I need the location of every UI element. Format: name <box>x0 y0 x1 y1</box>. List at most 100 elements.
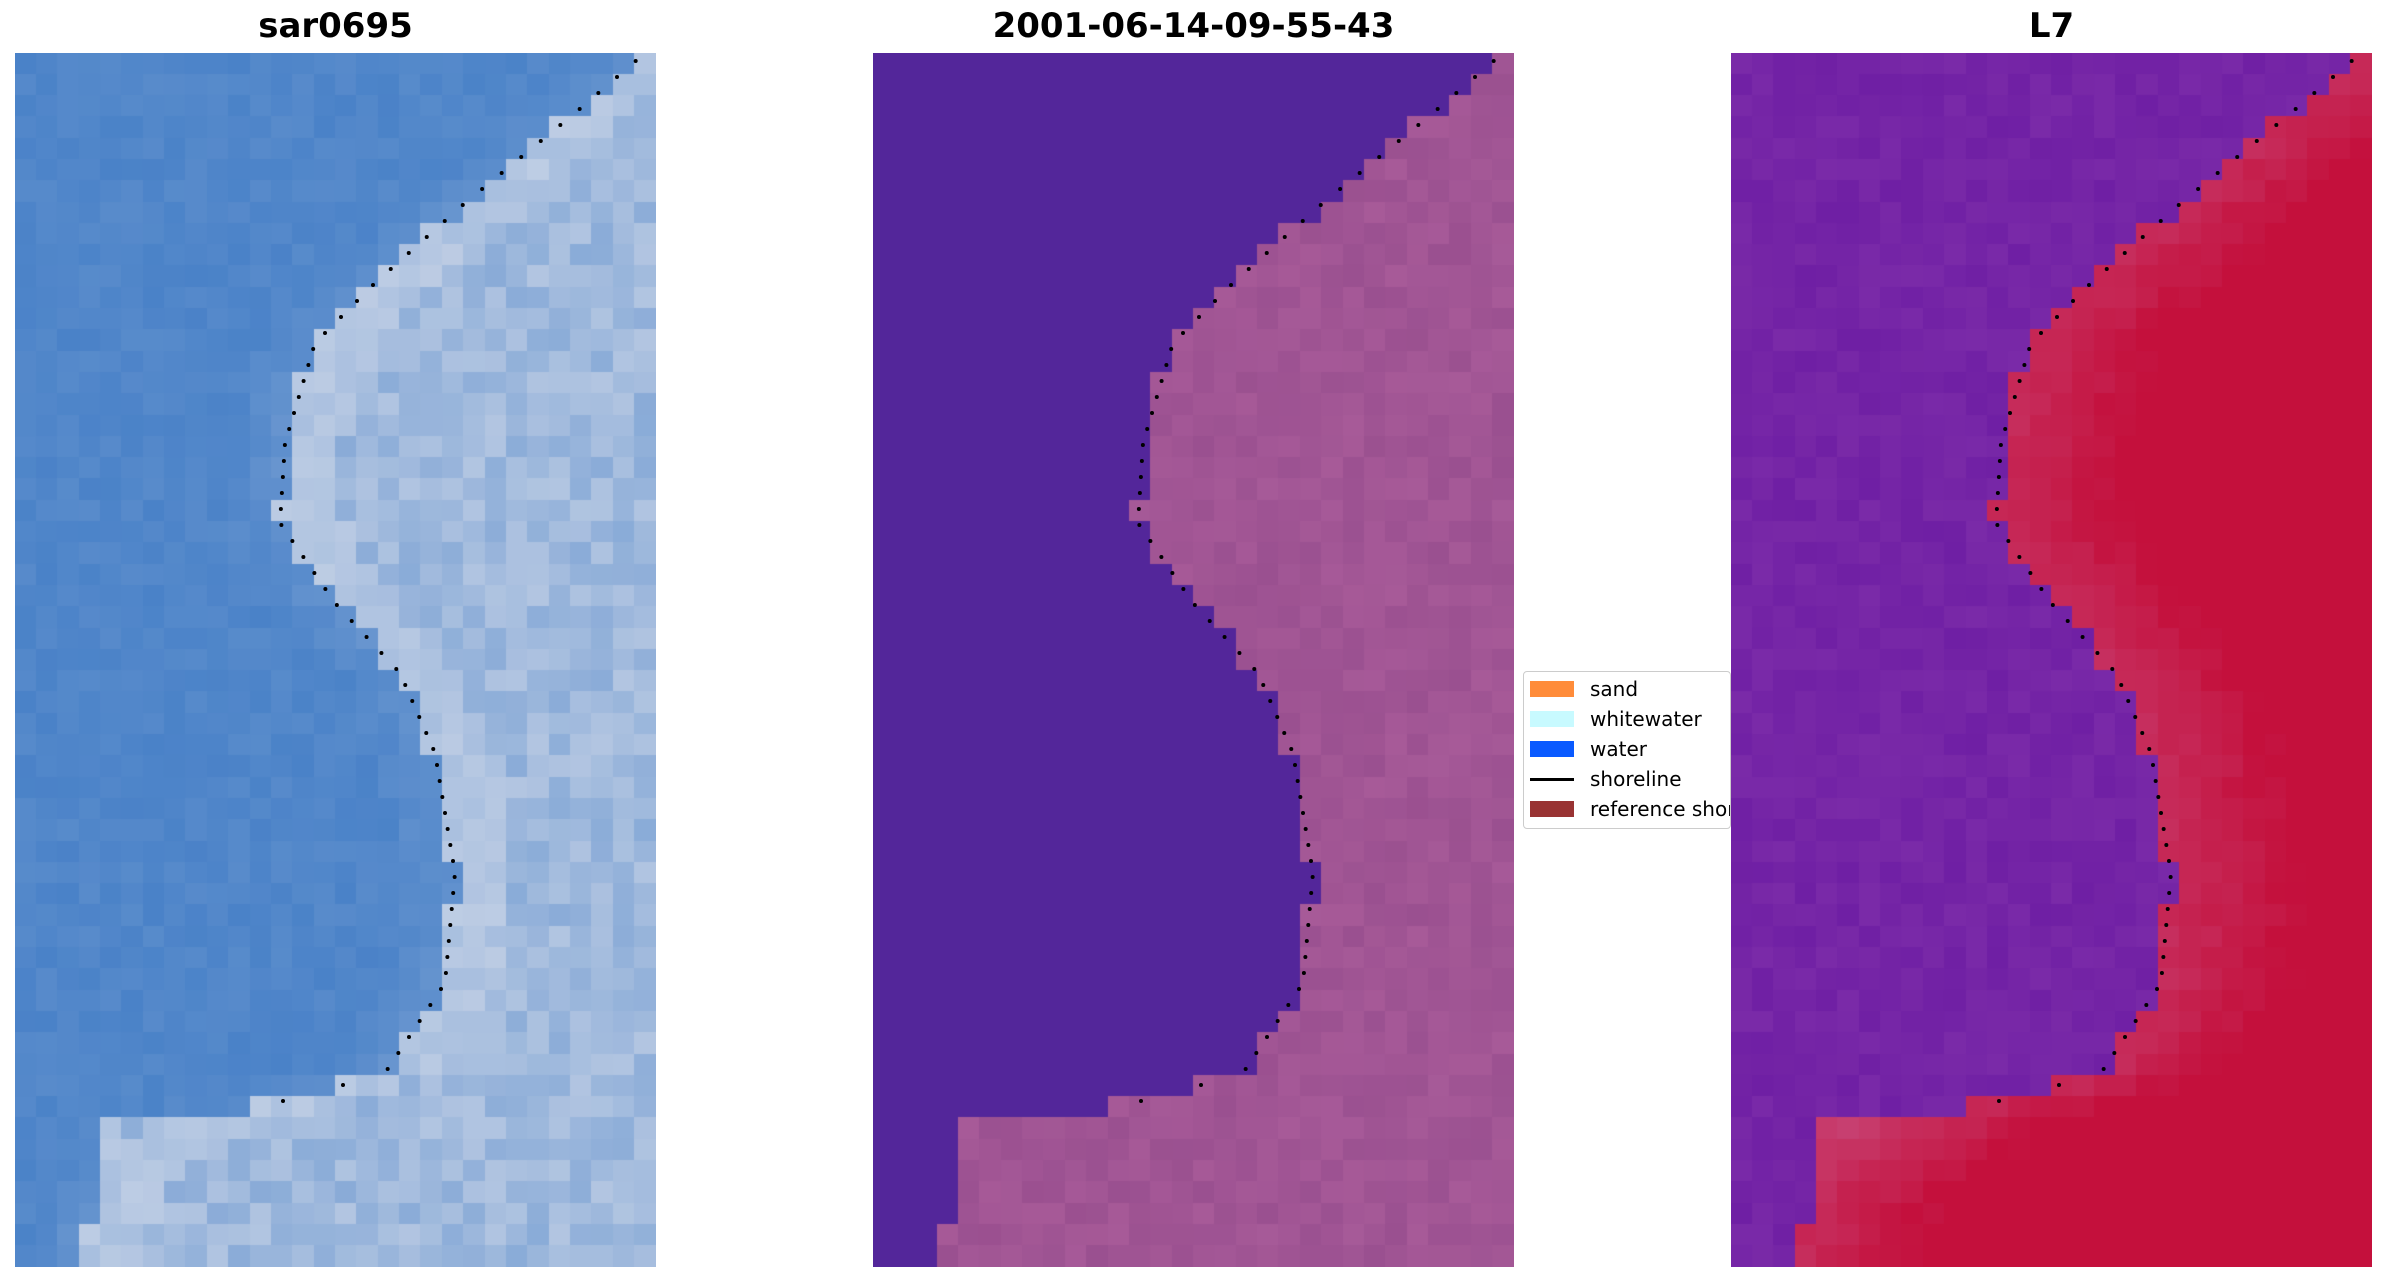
shoreline-point <box>278 507 283 511</box>
shoreline-point <box>2050 603 2055 607</box>
shoreline-point <box>1137 523 1142 527</box>
shoreline-point <box>2151 763 2155 767</box>
shoreline-point <box>1357 171 1362 175</box>
shoreline-point <box>1995 523 2000 527</box>
shoreline-point <box>406 251 411 255</box>
shoreline-point <box>312 571 317 575</box>
shoreline-point <box>431 747 436 751</box>
shoreline-point <box>279 491 284 495</box>
shoreline-point <box>2196 187 2201 191</box>
shoreline-point <box>424 235 429 239</box>
shoreline-point <box>2017 379 2022 383</box>
shoreline-point <box>1237 651 1242 655</box>
shoreline-point <box>1338 187 1343 191</box>
shoreline-point <box>1377 155 1382 159</box>
shoreline-point <box>1289 747 1294 751</box>
shoreline-point <box>1145 427 1150 431</box>
shoreline-point <box>440 795 445 799</box>
shoreline-point <box>1491 59 1496 63</box>
shoreline-point <box>281 459 286 463</box>
shoreline-point <box>1154 395 1159 399</box>
shoreline-overlay-rgb <box>278 59 638 1103</box>
shoreline-point <box>443 811 447 815</box>
shoreline-point <box>615 75 619 79</box>
shoreline-point <box>301 379 306 383</box>
shoreline-point <box>1997 459 2002 463</box>
shoreline-point <box>2133 1019 2138 1023</box>
shoreline-point <box>1275 1019 1280 1023</box>
shoreline-point <box>1169 347 1174 351</box>
shoreline-point <box>2144 1003 2149 1007</box>
shoreline-point <box>2003 427 2008 431</box>
shoreline-point <box>2140 235 2145 239</box>
shoreline-point <box>1282 235 1287 239</box>
shoreline-point <box>1207 619 1212 623</box>
shoreline-point <box>287 427 292 431</box>
shoreline-point <box>403 683 408 687</box>
shoreline-point <box>1136 507 1141 511</box>
shoreline-point <box>448 923 453 927</box>
shoreline-point <box>1307 907 1312 911</box>
shoreline-point <box>443 971 448 975</box>
shoreline-point <box>296 395 301 399</box>
shoreline-point <box>2167 859 2171 863</box>
legend-label-water: water <box>1590 737 1647 761</box>
shoreline-point <box>2017 555 2022 559</box>
shoreline-point <box>1170 571 1175 575</box>
shoreline-point <box>2158 219 2163 223</box>
shoreline-point <box>2147 747 2152 751</box>
shoreline-point <box>2161 955 2166 959</box>
shoreline-point <box>2293 107 2298 111</box>
shoreline-point <box>1159 555 1164 559</box>
shoreline-point <box>410 699 415 703</box>
shoreline-point <box>1994 507 1999 511</box>
shoreline-point <box>2331 75 2335 79</box>
shoreline-point <box>451 891 456 895</box>
shoreline-point <box>2065 619 2070 623</box>
shoreline-point <box>2122 251 2127 255</box>
shoreline-point <box>407 1035 411 1039</box>
shoreline-point <box>1282 731 1287 735</box>
shoreline-point <box>437 779 442 783</box>
shoreline-point <box>519 155 524 159</box>
shoreline-point <box>1246 267 1251 271</box>
shoreline-point <box>1998 443 2003 447</box>
index-image <box>1731 53 2372 1267</box>
shoreline-point <box>385 1067 390 1071</box>
legend-item-shoreline: shoreline <box>1530 766 1682 792</box>
shoreline-point <box>2119 683 2124 687</box>
shoreline-point <box>2008 411 2012 415</box>
shoreline-point <box>2167 891 2172 895</box>
shoreline-point <box>2159 811 2163 815</box>
legend-swatch-water <box>1530 741 1574 757</box>
shoreline-point <box>2161 827 2166 831</box>
shoreline-point <box>1213 299 1217 303</box>
shoreline-point <box>2012 395 2017 399</box>
shoreline-point <box>417 1019 422 1023</box>
legend-item-sand: sand <box>1530 676 1638 702</box>
shoreline-point <box>499 171 504 175</box>
shoreline-point <box>1306 923 1311 927</box>
shoreline-point <box>2164 843 2169 847</box>
shoreline-point <box>2126 699 2131 703</box>
shoreline-point <box>417 715 422 719</box>
legend-label-whitewater: whitewater <box>1590 707 1702 731</box>
shoreline-point <box>334 603 339 607</box>
shoreline-point <box>1396 139 1401 143</box>
shoreline-point <box>1150 411 1154 415</box>
shoreline-point <box>1140 443 1145 447</box>
legend-swatch-reference-shoreline <box>1530 801 1574 817</box>
shoreline-point <box>1996 475 2001 479</box>
shoreline-point <box>448 843 453 847</box>
shoreline-point <box>424 731 429 735</box>
shoreline-point <box>1137 491 1142 495</box>
panel-title-date: 2001-06-14-09-55-43 <box>992 6 1395 46</box>
shoreline-point <box>1454 91 1459 95</box>
classified-image-panel <box>873 53 1514 1267</box>
shoreline-point <box>446 939 451 943</box>
shoreline-point <box>2080 635 2085 639</box>
shoreline-point <box>2039 587 2044 591</box>
shoreline-point <box>1303 827 1308 831</box>
shoreline-point <box>1254 1051 1259 1055</box>
shoreline-point <box>596 91 601 95</box>
